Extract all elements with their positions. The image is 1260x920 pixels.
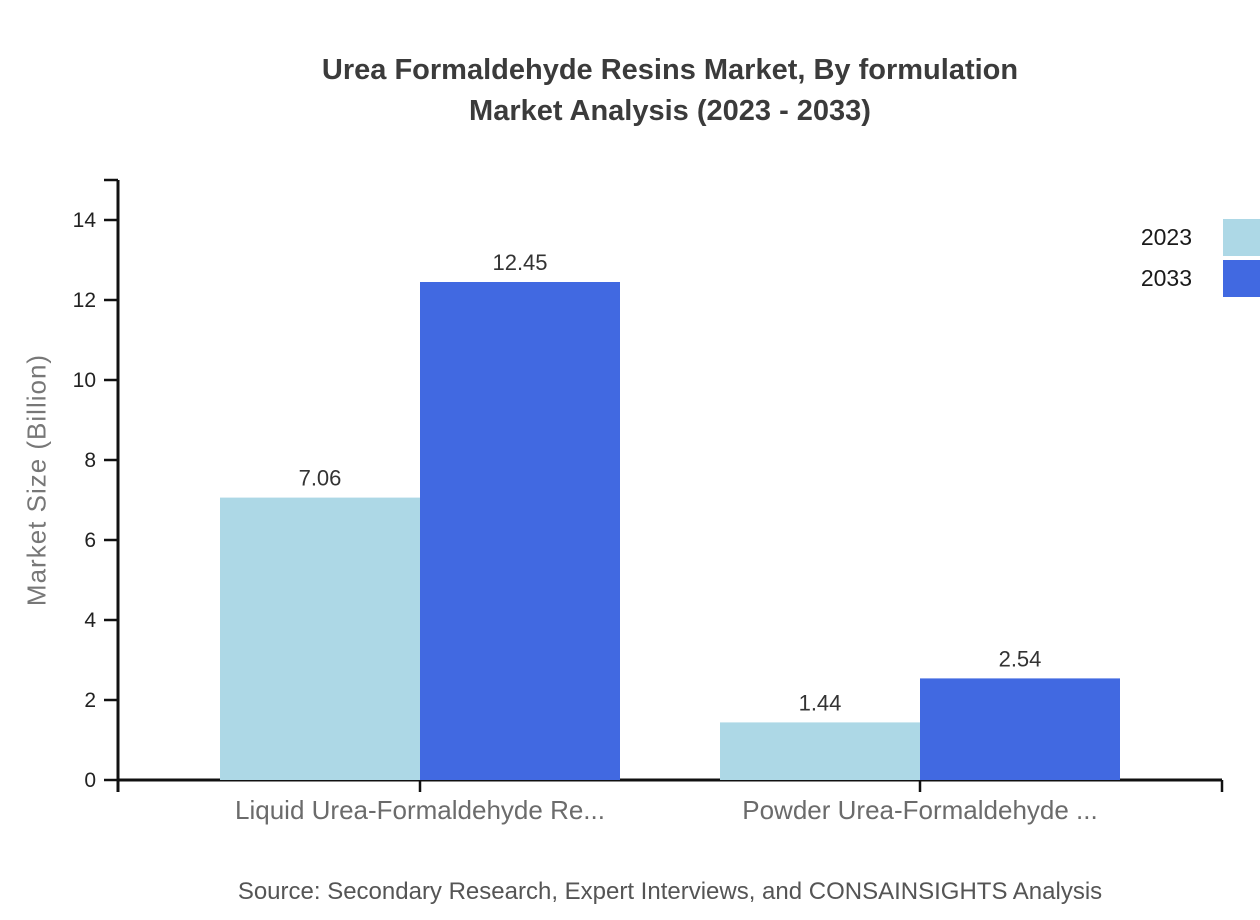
value-label-2023-category-2: 1.44 [799, 690, 842, 715]
y-tick-label: 10 [73, 369, 96, 392]
legend-item-2023: 2023 [1141, 219, 1260, 256]
chart-title-line2: Market Analysis (2023 - 2033) [469, 95, 871, 127]
chart-title: Urea Formaldehyde Resins Market, By form… [80, 50, 1260, 132]
bar-2033-category-1 [420, 282, 620, 780]
legend-item-2033: 2033 [1141, 260, 1260, 297]
value-label-2033-category-2: 2.54 [999, 646, 1042, 671]
legend-label: 2033 [1140, 265, 1192, 291]
value-label-2033-category-1: 12.45 [492, 250, 547, 275]
y-tick-label: 14 [73, 209, 97, 232]
bar-2023-category-2 [720, 722, 920, 780]
y-tick-label: 12 [73, 289, 96, 312]
chart-title-line1: Urea Formaldehyde Resins Market, By form… [321, 54, 1019, 86]
x-category-label: Liquid Urea-Formaldehyde Re... [235, 795, 605, 825]
legend: 2023 2033 [1141, 219, 1260, 301]
value-label-2023-category-1: 7.06 [299, 466, 342, 491]
y-tick-label: 0 [84, 769, 96, 792]
y-tick-label: 6 [84, 529, 96, 552]
legend-label: 2023 [1140, 224, 1192, 250]
legend-swatch-2023 [1223, 219, 1260, 256]
legend-swatch-2033 [1223, 260, 1260, 297]
bar-2023-category-1 [220, 497, 420, 780]
bar-2033-category-2 [920, 678, 1120, 780]
y-tick-label: 2 [84, 689, 96, 712]
x-category-label: Powder Urea-Formaldehyde ... [742, 795, 1097, 825]
y-tick-label: 4 [84, 609, 96, 632]
source-note: Source: Secondary Research, Expert Inter… [237, 878, 1103, 905]
y-tick-label: 8 [84, 449, 96, 472]
